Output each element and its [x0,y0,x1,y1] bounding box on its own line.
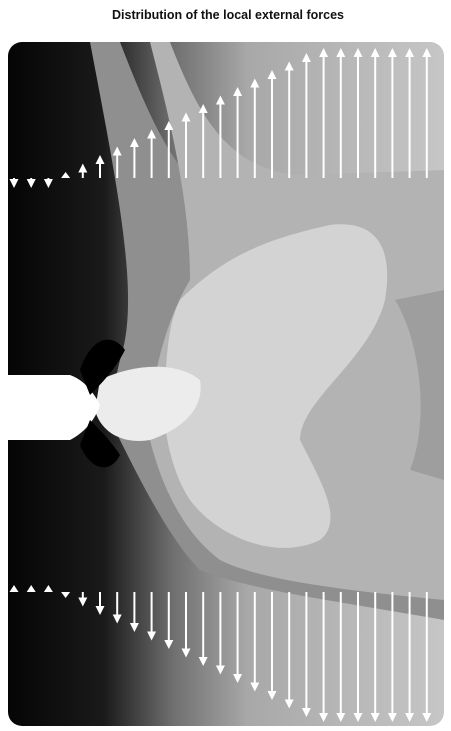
arrow-head [9,179,19,188]
arrow-head [95,155,105,164]
arrow-head [284,699,294,709]
arrow-head [353,48,363,57]
arrow-head [267,691,277,700]
arrow-head [387,48,397,57]
arrow-head [301,708,311,717]
arrow-head [61,172,71,178]
arrow-head [9,585,19,592]
arrow-head [129,138,139,147]
arrow-head [26,179,36,188]
notch [8,375,100,440]
arrow-head [61,592,71,598]
arrow-head [198,657,208,666]
arrow-head [370,48,380,57]
arrow-head [233,87,243,96]
arrow-head [301,53,311,62]
arrow-head [387,713,397,722]
arrow-head [26,585,36,592]
contour-right [395,290,444,480]
arrow-head [164,640,174,649]
arrow-head [422,48,432,57]
title: Distribution of the local external force… [112,8,344,22]
arrow-head [336,713,346,722]
arrow-head [112,146,122,156]
arrow-head [405,713,415,722]
arrow-head [405,48,415,57]
force-arrows [9,48,432,722]
arrow-head [336,48,346,57]
arrow-head [215,95,225,105]
arrow-head [250,78,260,88]
arrow-head [147,631,157,641]
arrow-head [129,623,139,632]
arrow-head [147,129,157,139]
arrow-head [95,606,105,615]
arrow-head [267,70,277,79]
arrow-head [164,121,174,130]
contour-tip [95,366,201,441]
contour-plot [8,42,444,726]
arrow-head [78,163,88,173]
arrow-head [43,179,53,188]
arrow-head [319,713,329,722]
arrow-head [250,682,260,692]
arrow-head [284,61,294,71]
contour-light [163,224,388,548]
arrow-head [370,713,380,722]
arrow-head [181,648,191,658]
arrow-head [43,585,53,592]
arrow-head [181,112,191,122]
arrow-head [319,48,329,57]
tip-shadow [80,339,125,468]
arrow-head [112,614,122,624]
arrow-head [353,713,363,722]
arrow-head [78,597,88,607]
arrow-head [198,104,208,113]
arrow-head [233,674,243,683]
arrow-head [422,713,432,722]
arrow-head [215,665,225,675]
